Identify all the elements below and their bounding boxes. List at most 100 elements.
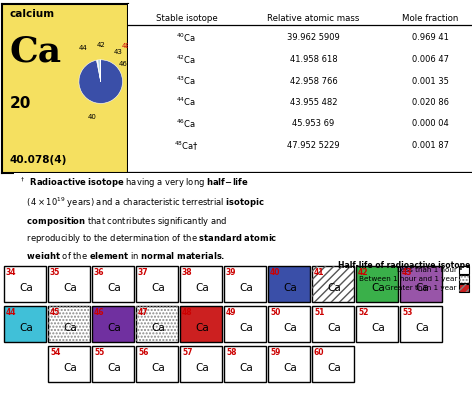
Text: 47: 47 bbox=[138, 308, 149, 317]
Text: 0.006 47: 0.006 47 bbox=[412, 55, 449, 64]
Text: Ca: Ca bbox=[415, 283, 428, 293]
Text: 53: 53 bbox=[402, 308, 412, 317]
Text: Ca: Ca bbox=[327, 323, 341, 333]
Bar bbox=[180, 346, 222, 382]
Bar bbox=[92, 346, 134, 382]
Bar bbox=[459, 266, 469, 274]
Text: Ca: Ca bbox=[151, 283, 164, 293]
Bar bbox=[268, 306, 310, 342]
Bar bbox=[136, 346, 178, 382]
Text: 54: 54 bbox=[50, 348, 60, 357]
Text: 55: 55 bbox=[94, 348, 104, 357]
Bar bbox=[459, 284, 469, 292]
Text: Ca: Ca bbox=[107, 363, 121, 373]
Text: 43: 43 bbox=[114, 49, 123, 55]
Text: 43.955 482: 43.955 482 bbox=[290, 98, 337, 107]
Text: 0.001 87: 0.001 87 bbox=[412, 141, 449, 150]
Text: Ca: Ca bbox=[63, 363, 77, 373]
Wedge shape bbox=[97, 60, 100, 82]
Text: Ca: Ca bbox=[239, 363, 253, 373]
Text: Ca: Ca bbox=[371, 323, 385, 333]
Text: 0.969 41: 0.969 41 bbox=[412, 33, 449, 42]
Bar bbox=[224, 266, 266, 302]
Text: 41: 41 bbox=[314, 268, 325, 277]
Text: 42.958 766: 42.958 766 bbox=[290, 77, 337, 86]
Text: 39: 39 bbox=[226, 268, 237, 277]
Text: 41.958 618: 41.958 618 bbox=[290, 55, 337, 64]
Text: 45: 45 bbox=[50, 308, 60, 317]
Text: Ca: Ca bbox=[151, 323, 164, 333]
Text: 39.962 5909: 39.962 5909 bbox=[287, 33, 340, 42]
Text: 38: 38 bbox=[182, 268, 192, 277]
Text: Ca: Ca bbox=[283, 363, 297, 373]
Bar bbox=[136, 306, 178, 342]
Text: 44: 44 bbox=[79, 45, 88, 51]
Text: 42: 42 bbox=[358, 268, 368, 277]
Text: $^\dagger$  $\mathbf{Radioactive\ isotope}$ having a very long $\mathbf{half\!-\: $^\dagger$ $\mathbf{Radioactive\ isotope… bbox=[19, 176, 277, 262]
Text: 58: 58 bbox=[226, 348, 237, 357]
Text: Ca: Ca bbox=[415, 323, 428, 333]
Text: Ca: Ca bbox=[19, 323, 33, 333]
Text: calcium: calcium bbox=[10, 9, 55, 19]
Text: Ca: Ca bbox=[327, 283, 341, 293]
Text: 47.952 5229: 47.952 5229 bbox=[287, 141, 340, 150]
Text: $^{42}$Ca: $^{42}$Ca bbox=[176, 54, 196, 66]
Text: 46: 46 bbox=[119, 61, 128, 67]
Text: $^{48}$Ca†: $^{48}$Ca† bbox=[174, 139, 199, 152]
Bar bbox=[48, 306, 90, 342]
Text: 0.001 35: 0.001 35 bbox=[412, 77, 449, 86]
Bar bbox=[180, 266, 222, 302]
Text: Ca: Ca bbox=[10, 35, 62, 69]
Text: 20: 20 bbox=[10, 95, 31, 111]
Text: $^{40}$Ca: $^{40}$Ca bbox=[176, 32, 196, 44]
Text: Ca: Ca bbox=[195, 283, 209, 293]
Bar bbox=[48, 266, 90, 302]
Text: 40: 40 bbox=[88, 114, 97, 120]
Text: 0.020 86: 0.020 86 bbox=[412, 98, 449, 107]
Bar bbox=[4, 266, 46, 302]
Text: 42: 42 bbox=[96, 42, 105, 48]
Text: Ca: Ca bbox=[195, 323, 209, 333]
Bar bbox=[400, 306, 442, 342]
Bar bbox=[92, 306, 134, 342]
Bar bbox=[459, 275, 469, 283]
Text: Ca: Ca bbox=[239, 283, 253, 293]
Text: 36: 36 bbox=[94, 268, 104, 277]
Text: 40.078(4): 40.078(4) bbox=[10, 155, 67, 165]
Text: 57: 57 bbox=[182, 348, 192, 357]
Text: Ca: Ca bbox=[19, 283, 33, 293]
Text: 45.953 69: 45.953 69 bbox=[292, 119, 335, 128]
Bar bbox=[224, 306, 266, 342]
Bar bbox=[312, 266, 354, 302]
Text: Ca: Ca bbox=[63, 283, 77, 293]
Bar bbox=[356, 266, 398, 302]
Bar bbox=[268, 266, 310, 302]
Bar bbox=[400, 266, 442, 302]
Text: 40: 40 bbox=[270, 268, 281, 277]
Bar bbox=[136, 266, 178, 302]
Text: 0.000 04: 0.000 04 bbox=[412, 119, 449, 128]
Text: Ca: Ca bbox=[151, 363, 164, 373]
Text: Mole fraction: Mole fraction bbox=[402, 14, 458, 23]
Wedge shape bbox=[98, 60, 100, 82]
Bar bbox=[48, 306, 90, 342]
Bar bbox=[312, 346, 354, 382]
Text: $^{44}$Ca: $^{44}$Ca bbox=[176, 96, 196, 109]
Text: 48: 48 bbox=[122, 43, 131, 49]
Bar bbox=[312, 306, 354, 342]
Text: Between 1 hour and 1 year: Between 1 hour and 1 year bbox=[359, 276, 457, 282]
Text: Half-life of radioactive isotope: Half-life of radioactive isotope bbox=[337, 261, 470, 270]
Text: $^{43}$Ca: $^{43}$Ca bbox=[176, 75, 196, 87]
Text: 49: 49 bbox=[226, 308, 237, 317]
Text: Ca: Ca bbox=[283, 323, 297, 333]
Bar bbox=[312, 266, 354, 302]
Text: Stable isotope: Stable isotope bbox=[155, 14, 217, 23]
Bar bbox=[4, 306, 46, 342]
Text: Ca: Ca bbox=[63, 323, 77, 333]
Wedge shape bbox=[79, 60, 122, 103]
Bar bbox=[224, 346, 266, 382]
Bar bbox=[180, 306, 222, 342]
Bar bbox=[268, 346, 310, 382]
Wedge shape bbox=[98, 60, 100, 82]
Text: Less than 1 hour: Less than 1 hour bbox=[397, 267, 457, 273]
